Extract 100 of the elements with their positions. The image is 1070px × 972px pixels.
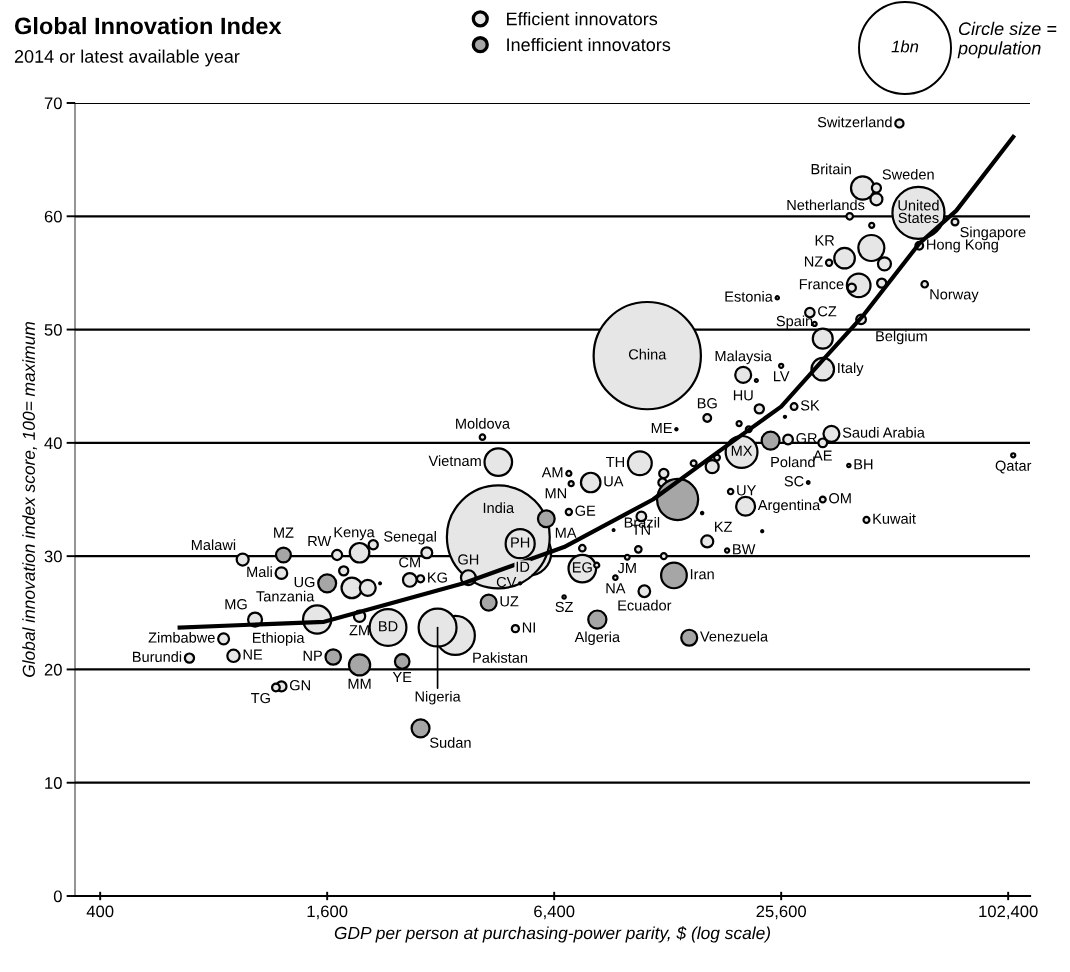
annotation: Argentina bbox=[757, 499, 821, 514]
annotation: Mali bbox=[247, 566, 272, 578]
annotation: UA bbox=[604, 476, 624, 487]
annotation: Norway bbox=[930, 289, 979, 303]
annotation: Malawi bbox=[191, 539, 236, 551]
annotation: RW bbox=[308, 536, 332, 547]
annotation: Nigeria bbox=[415, 690, 461, 705]
annotation: CM bbox=[399, 557, 420, 568]
annotation: Iran bbox=[690, 569, 714, 580]
annotation: Vietnam bbox=[428, 455, 481, 467]
annotation: CZ bbox=[818, 306, 837, 317]
y-tick-label: 50 bbox=[44, 323, 62, 336]
y-tick-label: 70 bbox=[44, 97, 62, 110]
annotation: GH bbox=[458, 554, 479, 565]
annotation: Saudi Arabia bbox=[842, 427, 925, 438]
annotation: Switzerland bbox=[817, 116, 892, 128]
annotation: GE bbox=[575, 505, 596, 516]
y-tick-label: 30 bbox=[44, 550, 62, 563]
y-tick-label: 20 bbox=[44, 663, 62, 676]
annotation: Spain bbox=[776, 315, 813, 330]
x-axis-title: GDP per person at purchasing-power parity, $ (log scale) bbox=[334, 926, 771, 943]
x-tick-label: 25,600 bbox=[756, 905, 807, 920]
annotation: Singapore bbox=[960, 226, 1026, 241]
annotation: MM bbox=[348, 678, 371, 689]
annotation: India bbox=[483, 502, 515, 514]
annotation: TG bbox=[251, 692, 270, 704]
annotation: KR bbox=[815, 235, 835, 246]
annotation: HU bbox=[733, 390, 753, 401]
annotation: Qatar bbox=[995, 460, 1032, 474]
annotation: AM bbox=[541, 467, 563, 478]
annotation: Kuwait bbox=[873, 513, 916, 524]
annotation: EG bbox=[572, 562, 592, 573]
annotation: AE bbox=[813, 450, 832, 461]
annotation: Britain bbox=[811, 163, 851, 175]
annotation: MZ bbox=[274, 527, 294, 538]
legend-label: Efficient innovators bbox=[507, 12, 658, 26]
annotation: Pakistan bbox=[473, 652, 528, 663]
annotation: NP bbox=[303, 650, 322, 661]
annotation: ME bbox=[651, 423, 672, 434]
annotation: Algeria bbox=[574, 631, 621, 646]
annotation: NI bbox=[522, 622, 535, 633]
annotation: JM bbox=[617, 562, 636, 574]
chart-subtitle: 2014 or latest available year bbox=[14, 49, 240, 67]
annotation: MX bbox=[731, 445, 753, 456]
annotation: Senegal bbox=[384, 530, 436, 545]
annotation: Hong Kong bbox=[927, 239, 998, 253]
annotation: UY bbox=[737, 485, 757, 496]
annotation: Zimbabwe bbox=[148, 632, 215, 643]
y-tick-label: 60 bbox=[44, 210, 62, 223]
annotation: TH bbox=[606, 456, 624, 468]
annotation: Venezuela bbox=[700, 630, 769, 642]
annotation: OM bbox=[829, 493, 851, 504]
annotation: Burundi bbox=[133, 651, 182, 663]
annotation: Sweden bbox=[882, 168, 934, 180]
text: Circle size = population bbox=[957, 21, 1057, 59]
annotation: UG bbox=[294, 576, 315, 588]
annotation: KZ bbox=[715, 521, 733, 532]
annotation: Estonia bbox=[725, 291, 773, 302]
x-tick-label: 400 bbox=[86, 905, 114, 918]
annotation: BW bbox=[733, 544, 756, 555]
annotation: BD bbox=[379, 621, 398, 632]
annotation: Malaysia bbox=[715, 350, 772, 365]
annotation: NA bbox=[606, 583, 626, 594]
annotation: Italy bbox=[838, 362, 864, 377]
annotation: SC bbox=[784, 476, 804, 487]
legend-label: Inefficient innovators bbox=[507, 37, 671, 52]
annotation: KG bbox=[428, 572, 447, 583]
annotation: France bbox=[799, 279, 844, 290]
annotation: BG bbox=[697, 398, 717, 409]
annotation: YE bbox=[392, 672, 412, 683]
annotation: United States bbox=[898, 199, 939, 224]
annotation: GN bbox=[289, 680, 310, 691]
annotation: Poland bbox=[771, 456, 815, 468]
annotation: Belgium bbox=[876, 330, 927, 345]
legend-label: 1bn bbox=[891, 40, 919, 53]
annotation: Ethiopia bbox=[252, 632, 305, 646]
annotation: MG bbox=[225, 599, 247, 610]
annotation: LV bbox=[773, 371, 790, 382]
annotation: ZM bbox=[349, 625, 369, 636]
y-tick-label: 40 bbox=[44, 437, 62, 450]
annotation: CV bbox=[496, 576, 517, 588]
y-tick-label: 0 bbox=[53, 890, 62, 903]
annotation: China bbox=[628, 348, 667, 360]
x-tick-label: 6,400 bbox=[534, 905, 575, 920]
annotation: Ecuador bbox=[618, 599, 672, 611]
annotation: UZ bbox=[500, 596, 519, 607]
annotation: Netherlands bbox=[787, 199, 865, 211]
y-tick-label: 10 bbox=[45, 777, 62, 789]
chart-title: Global Innovation Index bbox=[14, 17, 282, 35]
annotation: Sudan bbox=[430, 737, 471, 748]
annotation: MN bbox=[545, 488, 567, 499]
y-axis-title: Global innovation index score, 100= maximum bbox=[22, 322, 38, 677]
annotation: Moldova bbox=[456, 418, 511, 429]
annotation: ID bbox=[516, 561, 530, 572]
x-tick-label: 1,600 bbox=[307, 905, 348, 920]
annotation: NZ bbox=[804, 256, 823, 267]
annotation: PH bbox=[511, 537, 530, 548]
annotation: MA bbox=[555, 527, 577, 538]
annotation: NE bbox=[243, 649, 263, 660]
annotation: Tanzania bbox=[256, 590, 315, 602]
